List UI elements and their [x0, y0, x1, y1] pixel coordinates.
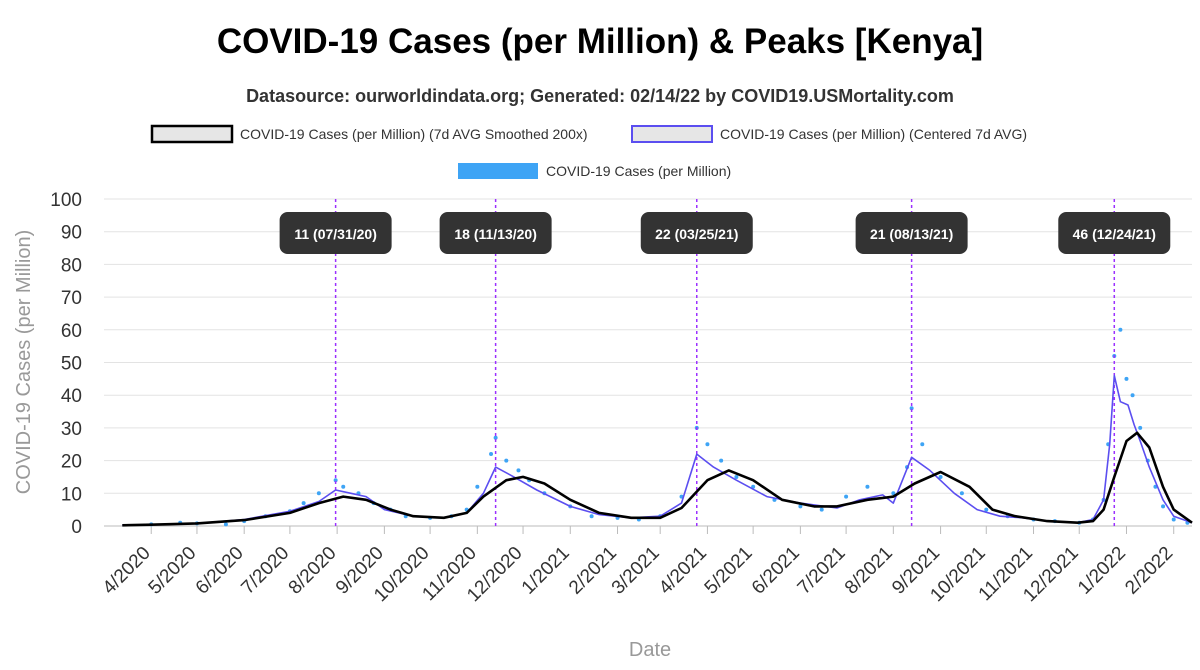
y-tick-label: 20 — [61, 452, 82, 473]
data-point — [920, 442, 925, 447]
peak-label-text: 18 (11/13/20) — [454, 226, 537, 242]
x-tick-label: 1/2021 — [518, 543, 574, 599]
data-point — [891, 491, 896, 496]
data-point — [1161, 504, 1166, 509]
data-point — [819, 507, 824, 512]
series-line-smoothed — [122, 431, 1193, 527]
data-point — [984, 507, 989, 512]
data-point — [705, 442, 710, 447]
data-point — [719, 458, 724, 463]
legend-swatch-daily — [458, 163, 538, 179]
y-axis-ticks: 0 10 20 30 40 50 60 70 80 90 100 — [50, 190, 82, 538]
peak-label-text: 21 (08/13/21) — [870, 226, 953, 242]
y-tick-label: 50 — [61, 354, 82, 375]
x-tick-label: 3/2021 — [608, 543, 664, 599]
data-point — [504, 458, 509, 463]
legend-label-daily: COVID-19 Cases (per Million) — [546, 163, 731, 179]
y-tick-label: 0 — [71, 517, 82, 538]
data-point — [333, 478, 338, 483]
x-tick-label: 7/2020 — [237, 543, 293, 599]
data-point — [1130, 393, 1135, 398]
series-line-centered — [122, 374, 1193, 527]
data-point — [865, 484, 870, 489]
legend-swatch-smoothed — [150, 124, 234, 144]
data-point — [959, 491, 964, 496]
data-point — [516, 468, 521, 473]
y-tick-label: 60 — [61, 321, 82, 342]
peak-label-text: 22 (03/25/21) — [655, 226, 738, 242]
data-point — [1138, 425, 1143, 430]
x-tick-label: 1/2022 — [1074, 543, 1130, 599]
data-point — [316, 491, 321, 496]
peak-label-box — [640, 212, 753, 254]
x-tick-label: 2/2022 — [1121, 543, 1177, 599]
x-tick-label: 2/2021 — [565, 543, 621, 599]
y-tick-label: 40 — [61, 386, 82, 407]
series-lines — [122, 374, 1193, 527]
data-point — [223, 522, 228, 527]
x-tick-label: 6/2020 — [192, 543, 248, 599]
x-tick-label: 8/2021 — [841, 543, 897, 599]
x-tick-label: 4/2021 — [655, 543, 711, 599]
data-point — [734, 474, 739, 479]
legend: COVID-19 Cases (per Million) (7d AVG Smo… — [150, 124, 1027, 179]
y-tick-label: 70 — [61, 288, 82, 309]
peak-label-text: 46 (12/24/21) — [1073, 226, 1156, 242]
peak-labels: 11 (07/31/20) 18 (11/13/20) 22 (03/25/21) 2… — [279, 212, 1171, 254]
daily-cases-points — [149, 327, 1190, 527]
data-point — [475, 484, 480, 489]
x-tick-label: 8/2020 — [285, 543, 341, 599]
y-tick-label: 80 — [61, 255, 82, 276]
x-axis-ticks: 4/20205/20206/20207/20208/20209/202010/2… — [99, 526, 1177, 606]
legend-label-smoothed: COVID-19 Cases (per Million) (7d AVG Smo… — [240, 126, 588, 142]
chart-title: COVID-19 Cases (per Million) & Peaks [Ke… — [216, 22, 984, 61]
peak-label-text: 11 (07/31/20) — [294, 226, 377, 242]
data-point — [1118, 327, 1123, 332]
x-axis-label: Date — [629, 639, 671, 661]
data-point — [844, 494, 849, 499]
chart-subtitle: Datasource: ourworldindata.org; Generate… — [246, 86, 954, 106]
x-tick-label: 5/2020 — [145, 543, 201, 599]
x-tick-label: 6/2021 — [748, 543, 804, 599]
peak-label-box — [439, 212, 552, 254]
data-point — [589, 514, 594, 519]
x-tick-label: 5/2021 — [701, 543, 757, 599]
y-tick-label: 90 — [61, 223, 82, 244]
data-point — [341, 484, 346, 489]
x-tick-label: 7/2021 — [794, 543, 850, 599]
data-point — [493, 435, 498, 440]
data-point — [1171, 517, 1176, 522]
data-point — [301, 501, 306, 506]
data-point — [938, 474, 943, 479]
y-tick-label: 30 — [61, 419, 82, 440]
data-point — [909, 406, 914, 411]
y-axis-label: COVID-19 Cases (per Million) — [13, 230, 35, 495]
data-point — [798, 504, 803, 509]
y-tick-label: 100 — [50, 190, 82, 211]
x-tick-label: 4/2020 — [99, 543, 155, 599]
y-tick-label: 10 — [61, 484, 82, 505]
data-point — [1124, 376, 1129, 381]
peak-label-box — [1058, 212, 1171, 254]
legend-swatch-centered — [631, 125, 713, 143]
peak-label-box — [855, 212, 968, 254]
peak-label-box — [279, 212, 392, 254]
legend-label-centered: COVID-19 Cases (per Million) (Centered 7… — [720, 126, 1027, 142]
data-point — [489, 452, 494, 457]
